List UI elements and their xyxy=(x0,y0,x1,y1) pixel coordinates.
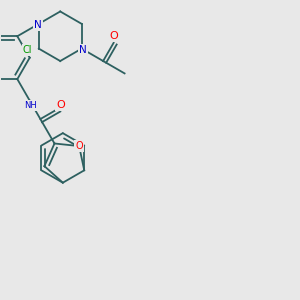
Text: O: O xyxy=(75,141,83,151)
Text: NH: NH xyxy=(24,101,37,110)
Text: Cl: Cl xyxy=(23,45,32,55)
Text: O: O xyxy=(109,31,118,41)
Text: O: O xyxy=(56,100,65,110)
Text: N: N xyxy=(79,45,86,55)
Text: N: N xyxy=(34,20,42,30)
